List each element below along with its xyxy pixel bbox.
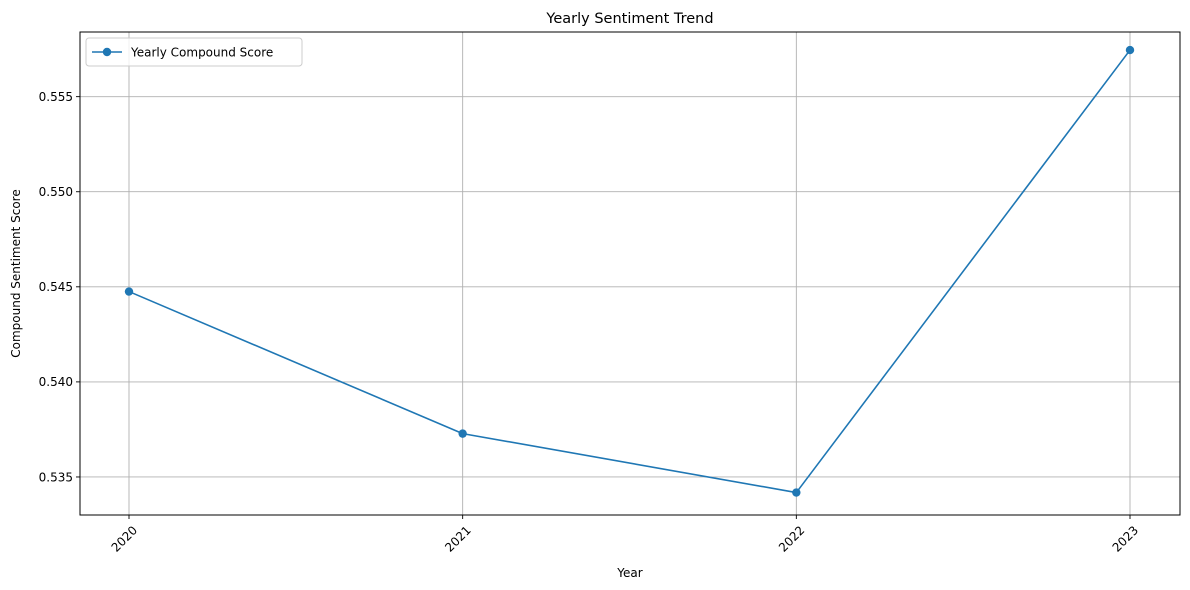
y-axis-label: Compound Sentiment Score — [9, 189, 23, 357]
legend-box — [85, 37, 303, 67]
x-axis-label: Year — [616, 566, 642, 580]
plot-frame — [79, 31, 1181, 516]
legend-marker-swatch — [102, 47, 112, 57]
x-tick-label: 2021 — [442, 523, 473, 554]
data-point — [458, 429, 467, 438]
y-tick-label: 0.540 — [39, 375, 73, 389]
y-tick-label: 0.550 — [39, 185, 73, 199]
legend-entry-label: Yearly Compound Score — [130, 46, 273, 60]
y-tick-label: 0.535 — [39, 470, 73, 484]
y-axis-ticks: 0.535 0.540 0.545 0.550 0.555 — [39, 90, 80, 484]
x-tick-label: 2023 — [1110, 523, 1141, 554]
x-axis-ticks: 2020 2021 2022 2023 — [109, 515, 1141, 555]
chart-title: Yearly Sentiment Trend — [545, 11, 713, 27]
legend: Yearly Compound Score — [85, 37, 303, 67]
data-point — [124, 287, 134, 296]
data-point — [792, 488, 801, 497]
y-tick-label: 0.545 — [39, 280, 73, 294]
series-line — [128, 49, 1131, 494]
x-tick-label: 2020 — [109, 523, 140, 554]
x-tick-label: 2022 — [776, 523, 807, 554]
data-point — [1125, 45, 1135, 55]
series-layer — [124, 45, 1135, 497]
y-tick-label: 0.555 — [39, 90, 73, 104]
grid-layer — [80, 32, 1180, 515]
